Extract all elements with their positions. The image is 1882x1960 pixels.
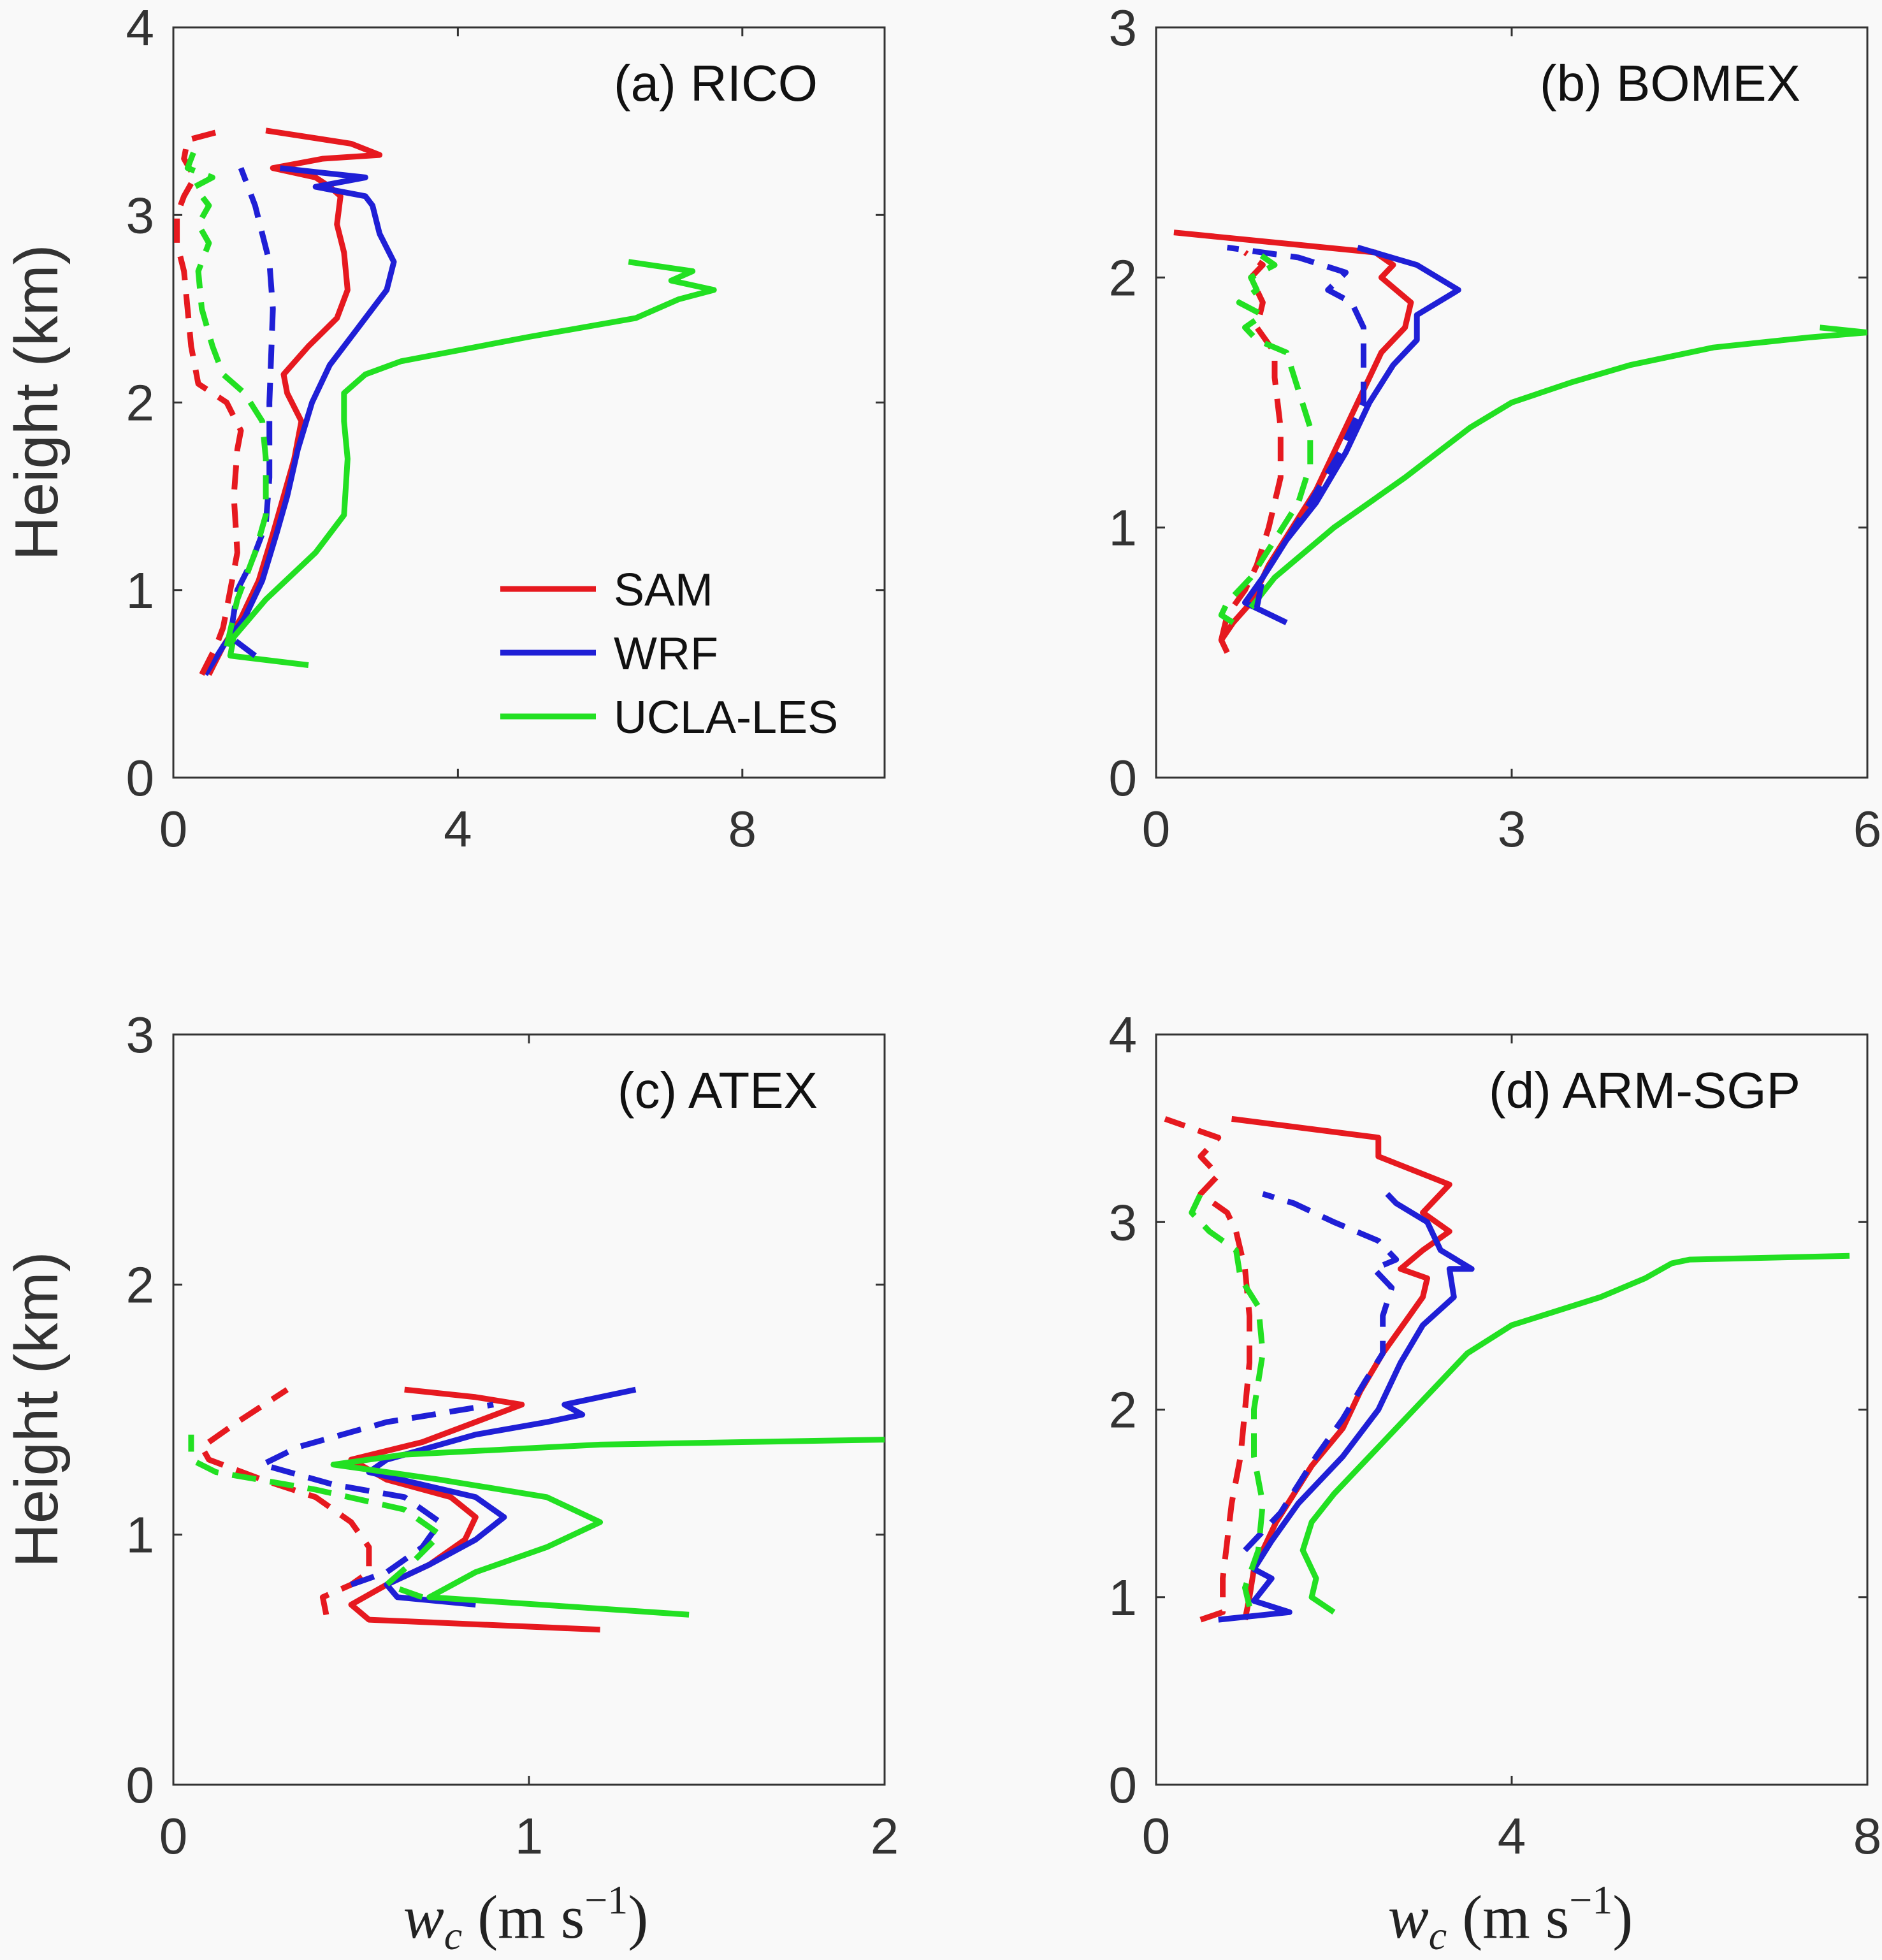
axes-a xyxy=(172,26,886,779)
y-tick-label-d: 3 xyxy=(1109,1194,1138,1251)
y-tick-label-c: 2 xyxy=(126,1256,155,1313)
y-axis-label-a: Height (km) xyxy=(3,244,71,560)
x-tick-label-a: 4 xyxy=(444,801,472,857)
x-tick-label-d: 0 xyxy=(1142,1808,1171,1864)
series-a-wrf-solid xyxy=(203,165,397,676)
legend-label-ucla-les: UCLA-LES xyxy=(614,692,838,743)
series-c-sam-solid xyxy=(348,1386,600,1633)
series-b-wrf-solid xyxy=(1242,244,1461,625)
x-axis-label-c: wc (m s−1) xyxy=(403,1877,649,1958)
y-tick-label-d: 4 xyxy=(1109,1006,1138,1063)
series-d-sam-dashed xyxy=(1164,1116,1252,1623)
x-axis-label-d: wc (m s−1) xyxy=(1388,1877,1633,1958)
axes-d xyxy=(1155,1033,1869,1786)
series-a-ucla-les-dashed xyxy=(184,148,269,647)
x-tick-label-d: 4 xyxy=(1498,1808,1526,1864)
y-tick-label-c: 3 xyxy=(126,1006,155,1063)
x-tick-label-b: 6 xyxy=(1853,801,1882,857)
axes-c xyxy=(172,1033,886,1786)
panel-title-a: (a) RICO xyxy=(614,55,818,112)
y-tick-label-a: 2 xyxy=(126,375,155,432)
y-axis-label-c: Height (km) xyxy=(3,1251,71,1567)
y-tick-label-a: 0 xyxy=(126,750,155,806)
series-c-ucla-les-solid xyxy=(330,1437,885,1618)
series-a-sam-solid xyxy=(206,127,383,676)
series-d-wrf-solid xyxy=(1218,1191,1475,1623)
series-b-sam-dashed xyxy=(1218,250,1284,641)
series-a-ucla-les-solid xyxy=(227,259,717,668)
x-tick-label-b: 0 xyxy=(1142,801,1171,857)
y-tick-label-a: 3 xyxy=(126,187,155,243)
series-d-ucla-les-dashed xyxy=(1189,1193,1266,1608)
legend-label-wrf: WRF xyxy=(614,628,718,679)
y-tick-label-c: 0 xyxy=(126,1757,155,1813)
x-tick-label-d: 8 xyxy=(1853,1808,1882,1864)
legend-label-sam: SAM xyxy=(614,565,713,616)
x-tick-label-c: 2 xyxy=(871,1808,899,1864)
y-tick-label-b: 2 xyxy=(1109,249,1138,306)
y-tick-label-c: 1 xyxy=(126,1507,155,1564)
series-a-sam-dashed xyxy=(174,127,244,676)
y-tick-label-d: 0 xyxy=(1109,1757,1138,1813)
series-b-ucla-les-dashed xyxy=(1218,250,1314,625)
series-c-wrf-dashed xyxy=(259,1402,494,1588)
y-tick-label-b: 0 xyxy=(1109,750,1138,806)
series-b-wrf-dashed xyxy=(1226,244,1366,609)
series-b-ucla-les-solid xyxy=(1249,324,1867,609)
x-tick-label-a: 8 xyxy=(728,801,757,857)
panel-title-d: (d) ARM-SGP xyxy=(1489,1062,1800,1119)
series-c-ucla-les-dashed xyxy=(188,1434,443,1601)
y-tick-label-d: 1 xyxy=(1109,1569,1138,1626)
y-tick-label-b: 1 xyxy=(1109,500,1138,556)
x-tick-label-c: 0 xyxy=(159,1808,188,1864)
x-tick-label-b: 3 xyxy=(1498,801,1526,857)
panel-title-c: (c) ATEX xyxy=(618,1062,818,1119)
series-b-sam-solid xyxy=(1173,229,1414,654)
x-tick-label-c: 1 xyxy=(515,1808,544,1864)
y-tick-label-a: 1 xyxy=(126,562,155,619)
series-d-ucla-les-solid xyxy=(1299,1252,1850,1615)
x-tick-label-a: 0 xyxy=(159,801,188,857)
y-tick-label-b: 3 xyxy=(1109,0,1138,56)
panel-title-b: (b) BOMEX xyxy=(1540,55,1800,112)
series-c-sam-dashed xyxy=(199,1387,372,1616)
y-tick-label-a: 4 xyxy=(126,0,155,56)
series-c-wrf-solid xyxy=(366,1386,637,1608)
series-a-wrf-dashed xyxy=(227,167,276,658)
y-tick-label-d: 2 xyxy=(1109,1382,1138,1439)
series-d-wrf-dashed xyxy=(1243,1191,1400,1553)
series-d-sam-solid xyxy=(1231,1115,1452,1620)
